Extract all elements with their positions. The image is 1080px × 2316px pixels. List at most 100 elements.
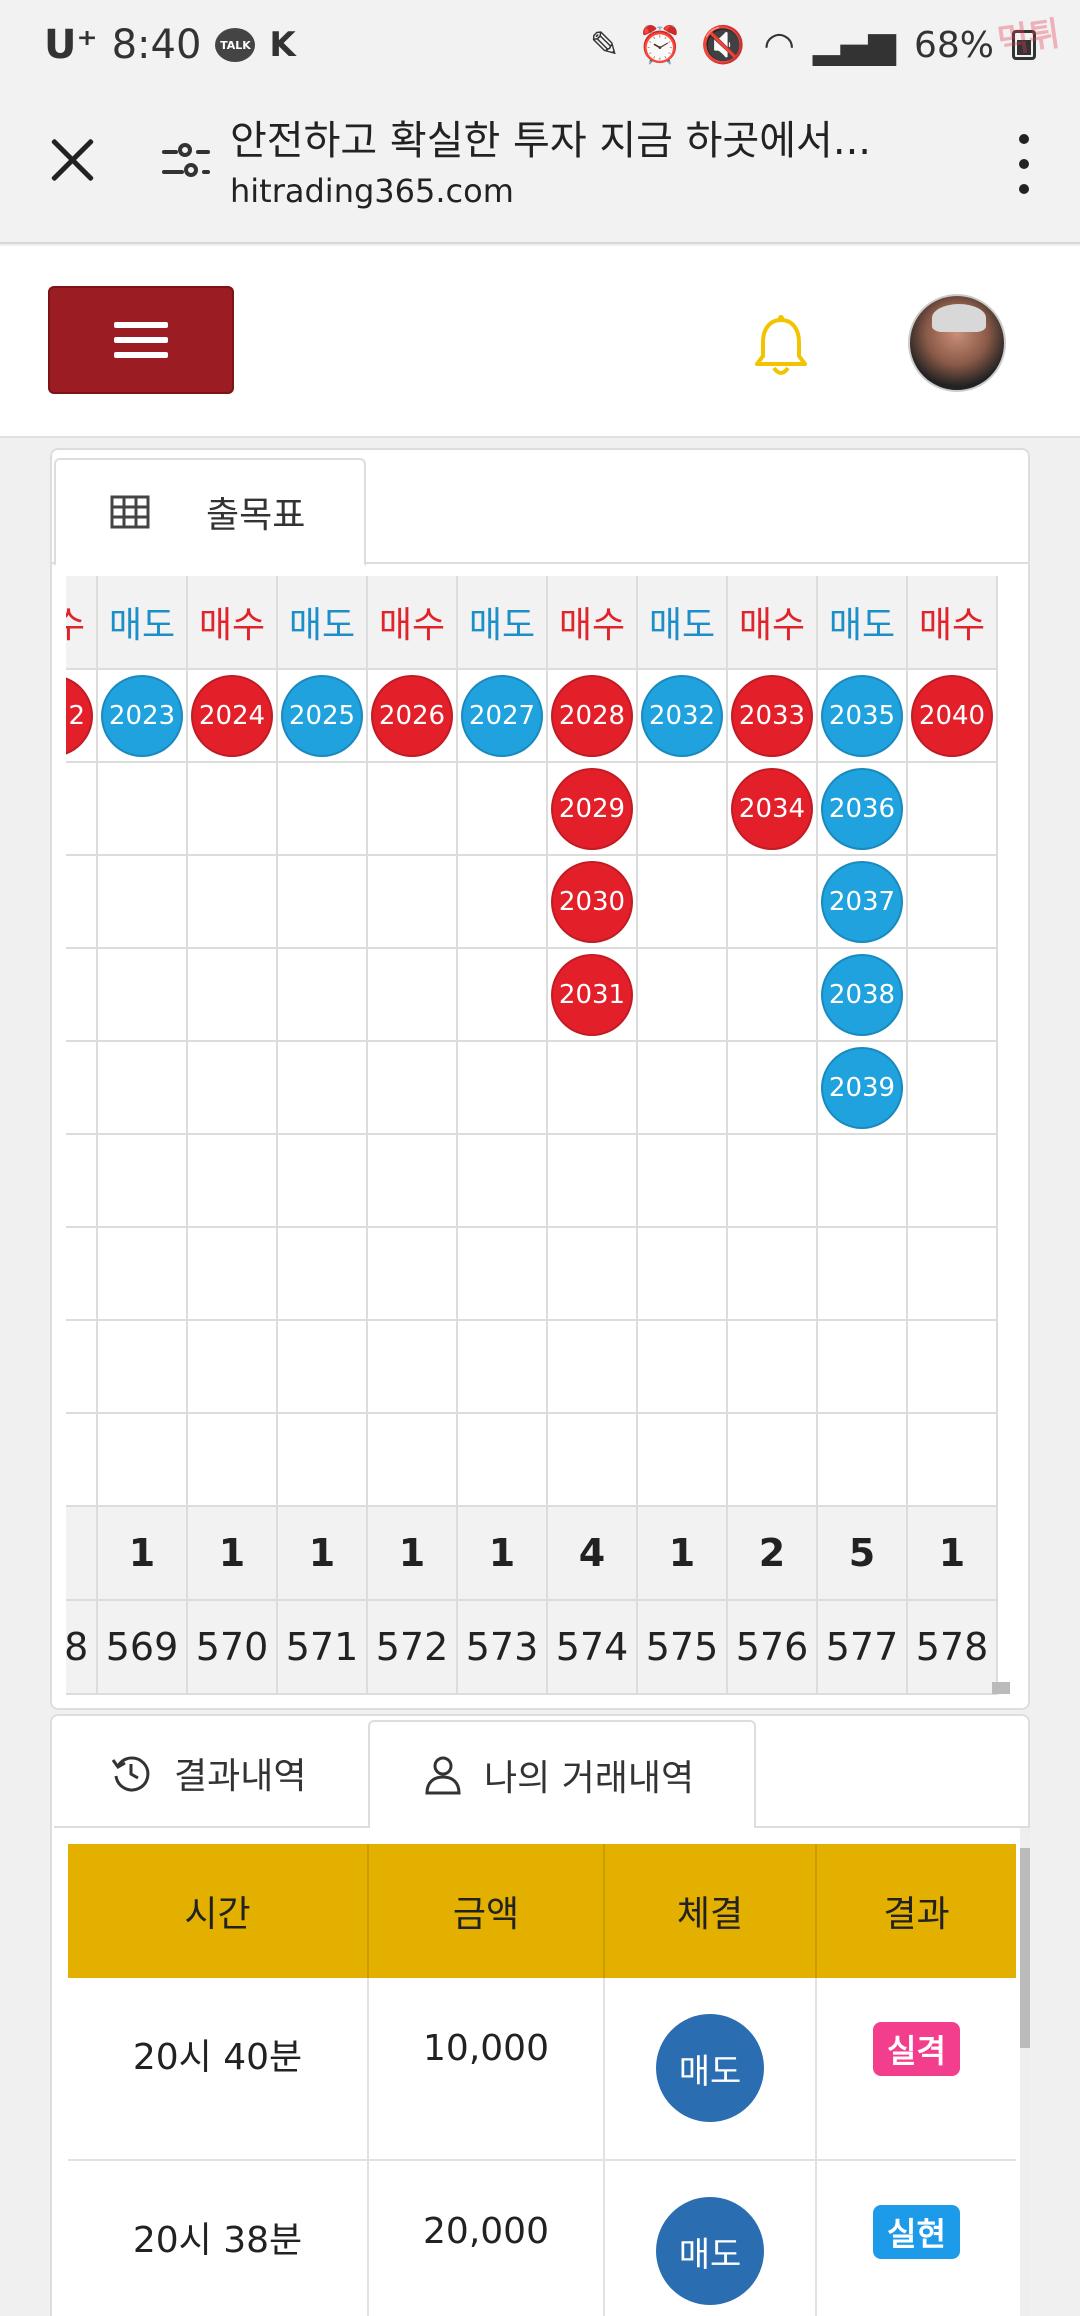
site-settings-icon[interactable] [162,142,210,182]
horizontal-scrollbar[interactable] [992,1682,1010,1694]
grid-cell [638,1228,728,1319]
tab-my-trades[interactable]: 나의 거래내역 [368,1720,756,1828]
grid-cell [368,1135,458,1226]
avatar[interactable] [908,294,1006,392]
streak-count: 1 [66,1507,98,1599]
alarm-icon: ⏰ [637,25,683,66]
grid-cell [66,1228,98,1319]
grid-cell: 2025 [278,670,368,761]
kakaotalk-icon: TALK [215,28,256,62]
carrier-label: U⁺ [44,22,98,68]
tab-results[interactable]: 결과내역 [54,1720,368,1828]
buy-ball: 2033 [731,674,813,757]
page-url: hitrading365.com [230,172,514,210]
grid-cell [908,1135,998,1226]
streak-count: 2 [728,1507,818,1599]
buy-ball: 2034 [731,767,813,850]
sell-label: 매도 [468,605,536,646]
sell-ball: 2027 [461,674,543,757]
streak-count: 1 [368,1507,458,1599]
sell-ball: 2035 [821,674,903,757]
close-icon[interactable] [44,132,100,188]
sell-ball: 2038 [821,953,903,1036]
grid-cell [458,763,548,854]
grid-cell [188,1321,278,1412]
grid-cell [98,1321,188,1412]
grid-cell [458,1228,548,1319]
col-time: 시간 [68,1844,369,1978]
grid-count-row: 11111141251 [66,1507,998,1601]
grid-cell: 2037 [818,856,908,947]
sell-label: 매도 [108,605,176,646]
menu-button[interactable] [48,286,234,394]
grid-cell [188,1228,278,1319]
more-options-icon[interactable] [1012,134,1036,194]
grid-cell: 2032 [638,670,728,761]
grid-header-row: 매수 매도 매수 매도 매수 매도 매수 매도 매수 매도 매수 [66,576,998,670]
streak-count: 1 [188,1507,278,1599]
table-row: 20시 40분 10,000 매도 실격 [68,1978,1016,2161]
grid-cell [908,1414,998,1505]
grid-cell [98,949,188,1040]
trade-amount: 10,000 [368,1978,605,2161]
tab-chart-label: 출목표 [206,495,306,536]
round-number: 574 [548,1601,638,1693]
grid-cell [188,1042,278,1133]
grid-cell [728,949,818,1040]
tab-results-label: 결과내역 [174,1756,307,1797]
buy-label: 매수 [378,605,446,646]
grid-cell: 2023 [98,670,188,761]
grid-cell: 2036 [818,763,908,854]
trade-time: 20시 38분 [68,2160,369,2316]
bell-icon[interactable] [752,314,810,380]
history-panel: 결과내역 나의 거래내역 시간 금액 체결 결과 20시 40분 10,000 … [50,1714,1030,2316]
buy-label: 매수 [66,605,86,646]
streak-count: 1 [98,1507,188,1599]
round-number: 570 [188,1601,278,1693]
grid-cell [728,1321,818,1412]
grid-header-cell: 매수 [728,576,818,668]
tab-underline [756,1826,1030,1828]
grid-cell [66,1042,98,1133]
streak-count: 1 [458,1507,548,1599]
grid-cell [548,1321,638,1412]
grid-cell: 2026 [368,670,458,761]
buy-ball: 2022 [66,674,93,757]
grid-cell [98,1135,188,1226]
grid-ball-row: 2031 2038 [66,949,998,1042]
draw-history-table[interactable]: 매수매도매수매도매수매도매수매도매수매도매수202220232024202520… [66,576,1018,1696]
sell-label: 매도 [288,605,356,646]
grid-cell: 2024 [188,670,278,761]
round-number: 578 [908,1601,998,1693]
buy-ball: 2040 [911,674,993,757]
vertical-scrollbar[interactable] [1020,1828,1030,2316]
browser-bar: 안전하고 확실한 투자 지금 하곳에서... hitrading365.com [0,90,1080,244]
wifi-icon: ◠ [763,24,795,66]
trade-result-cell: 실격 [816,1978,1016,2161]
grid-cell [188,949,278,1040]
grid-cell [638,1321,728,1412]
grid-cell [548,1135,638,1226]
grid-cell [458,1042,548,1133]
grid-ball-row [66,1414,998,1507]
grid-cell: 2034 [728,763,818,854]
grid-cell [368,1414,458,1505]
col-result: 결과 [816,1844,1016,1978]
status-right: ✎ ⏰ 🔇 ◠ ▂▄▆ 68% [590,24,1036,66]
round-number: 573 [458,1601,548,1693]
page-title: 안전하고 확실한 투자 지금 하곳에서... [230,118,872,164]
grid-ball-row [66,1135,998,1228]
grid-cell [638,856,728,947]
grid-cell [368,856,458,947]
table-header-row: 시간 금액 체결 결과 [68,1844,1016,1978]
grid-cell [368,949,458,1040]
grid-cell [548,1042,638,1133]
buy-ball: 2026 [371,674,453,757]
grid-cell [818,1228,908,1319]
battery-percent: 68% [913,24,994,66]
history-icon [111,1756,150,1792]
grid-cell [638,763,728,854]
grid-cell [98,763,188,854]
tab-chart-table[interactable]: 출목표 [54,458,366,566]
round-number: 571 [278,1601,368,1693]
